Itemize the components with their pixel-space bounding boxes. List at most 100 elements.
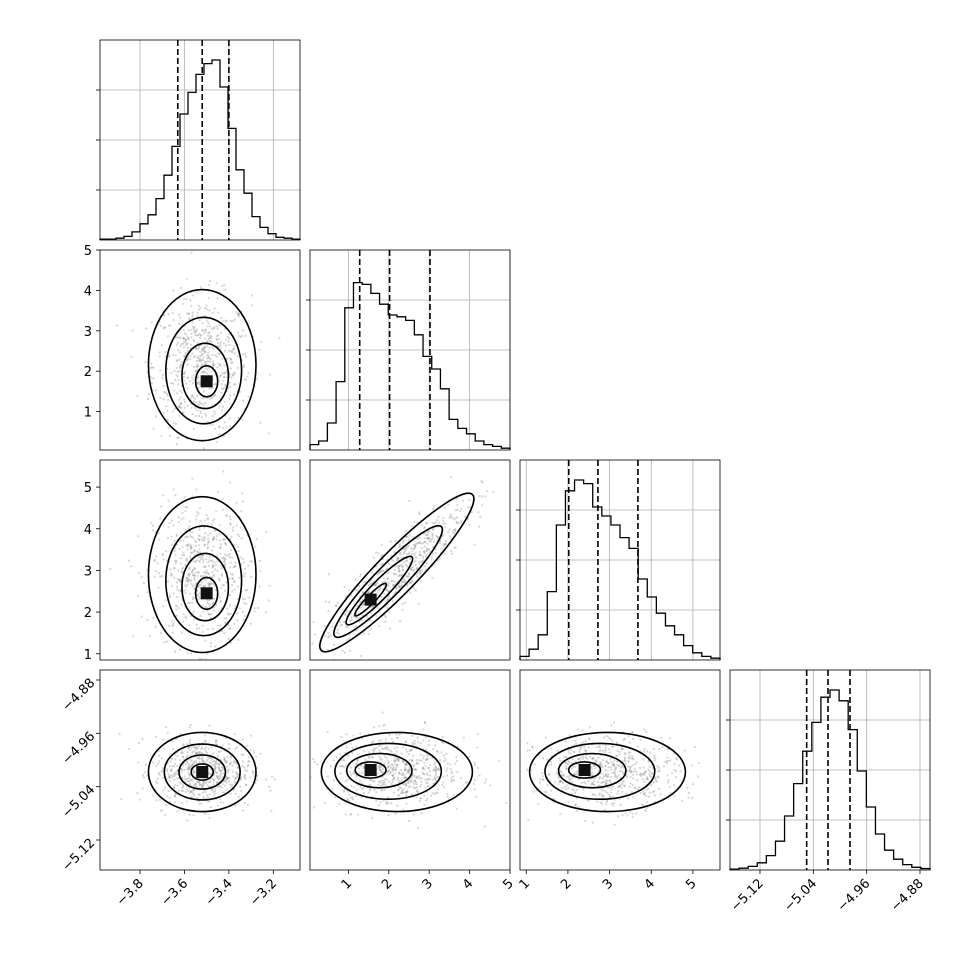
scatter-point — [221, 357, 224, 360]
scatter-point — [197, 751, 200, 754]
scatter-point — [173, 369, 176, 373]
scatter-point — [158, 532, 161, 535]
scatter-point — [401, 602, 404, 605]
scatter-point — [185, 585, 188, 588]
scatter-point — [397, 776, 400, 779]
scatter-point — [227, 337, 231, 340]
scatter-point — [412, 547, 415, 550]
scatter-point — [647, 768, 650, 771]
scatter-point — [158, 351, 161, 354]
scatter-point — [359, 573, 363, 576]
scatter-point — [392, 572, 395, 575]
scatter-point — [191, 352, 194, 355]
scatter-point — [394, 539, 397, 543]
scatter-point — [404, 563, 407, 566]
scatter-point — [565, 767, 568, 770]
pair-panel-content — [310, 711, 508, 830]
scatter-point — [656, 775, 660, 778]
scatter-point — [599, 749, 602, 752]
scatter-point — [404, 791, 407, 794]
scatter-point — [422, 728, 425, 731]
scatter-point — [188, 380, 191, 383]
scatter-point — [189, 580, 192, 583]
density-peak — [364, 593, 377, 606]
scatter-point — [428, 537, 431, 540]
scatter-point — [655, 780, 658, 783]
scatter-point — [657, 766, 660, 769]
scatter-point — [210, 746, 213, 749]
scatter-point — [598, 749, 601, 752]
scatter-point — [213, 769, 217, 772]
scatter-point — [177, 789, 181, 792]
scatter-point — [189, 779, 192, 782]
scatter-point — [413, 739, 416, 743]
scatter-point — [612, 764, 616, 768]
scatter-point — [362, 786, 365, 789]
scatter-point — [604, 747, 607, 750]
scatter-point — [602, 794, 605, 798]
scatter-point — [167, 776, 171, 780]
scatter-point — [402, 783, 405, 786]
scatter-point — [473, 788, 476, 791]
scatter-point — [199, 583, 202, 586]
scatter-point — [208, 583, 211, 586]
scatter-point — [329, 765, 333, 768]
scatter-point — [438, 557, 441, 560]
scatter-point — [189, 738, 192, 741]
scatter-point — [211, 539, 214, 542]
scatter-point — [143, 771, 146, 774]
scatter-point — [178, 398, 181, 401]
scatter-point — [171, 775, 175, 778]
scatter-point — [183, 400, 187, 404]
scatter-point — [193, 549, 196, 552]
scatter-point — [386, 598, 390, 601]
scatter-point — [570, 767, 573, 770]
y-tick-label: 4 — [84, 523, 92, 538]
scatter-point — [404, 741, 407, 744]
scatter-point — [278, 336, 281, 339]
scatter-point — [584, 782, 587, 785]
scatter-point — [385, 778, 388, 781]
scatter-point — [617, 785, 621, 788]
scatter-point — [661, 745, 664, 749]
scatter-point — [256, 452, 258, 454]
scatter-point — [179, 406, 183, 409]
scatter-point — [181, 756, 184, 759]
scatter-point — [236, 773, 239, 776]
scatter-point — [181, 620, 185, 623]
scatter-point — [426, 562, 429, 565]
scatter-point — [623, 784, 626, 788]
scatter-point — [425, 781, 428, 784]
scatter-point — [201, 624, 204, 627]
scatter-point — [350, 813, 353, 816]
scatter-point — [433, 793, 436, 796]
scatter-point — [205, 793, 208, 797]
scatter-point — [209, 641, 213, 645]
scatter-point — [378, 625, 381, 628]
scatter-point — [240, 537, 243, 540]
scatter-point — [410, 581, 413, 584]
scatter-point — [169, 773, 173, 777]
scatter-point — [387, 768, 391, 772]
scatter-point — [429, 540, 432, 543]
scatter-point — [184, 558, 188, 561]
scatter-point — [156, 762, 160, 765]
scatter-point — [179, 580, 182, 583]
scatter-point — [264, 611, 268, 614]
scatter-point — [167, 398, 170, 402]
histogram-step — [729, 689, 931, 870]
scatter-point — [627, 735, 630, 738]
scatter-point — [408, 779, 412, 782]
scatter-point — [195, 364, 198, 368]
scatter-point — [380, 789, 383, 792]
scatter-point — [216, 781, 219, 784]
scatter-point — [188, 317, 191, 320]
scatter-point — [643, 748, 646, 751]
scatter-point — [213, 383, 216, 386]
scatter-point — [442, 522, 445, 525]
scatter-point — [273, 778, 276, 781]
scatter-point — [194, 582, 198, 586]
scatter-point — [212, 565, 215, 568]
scatter-point — [192, 574, 195, 577]
scatter-point — [215, 740, 218, 743]
